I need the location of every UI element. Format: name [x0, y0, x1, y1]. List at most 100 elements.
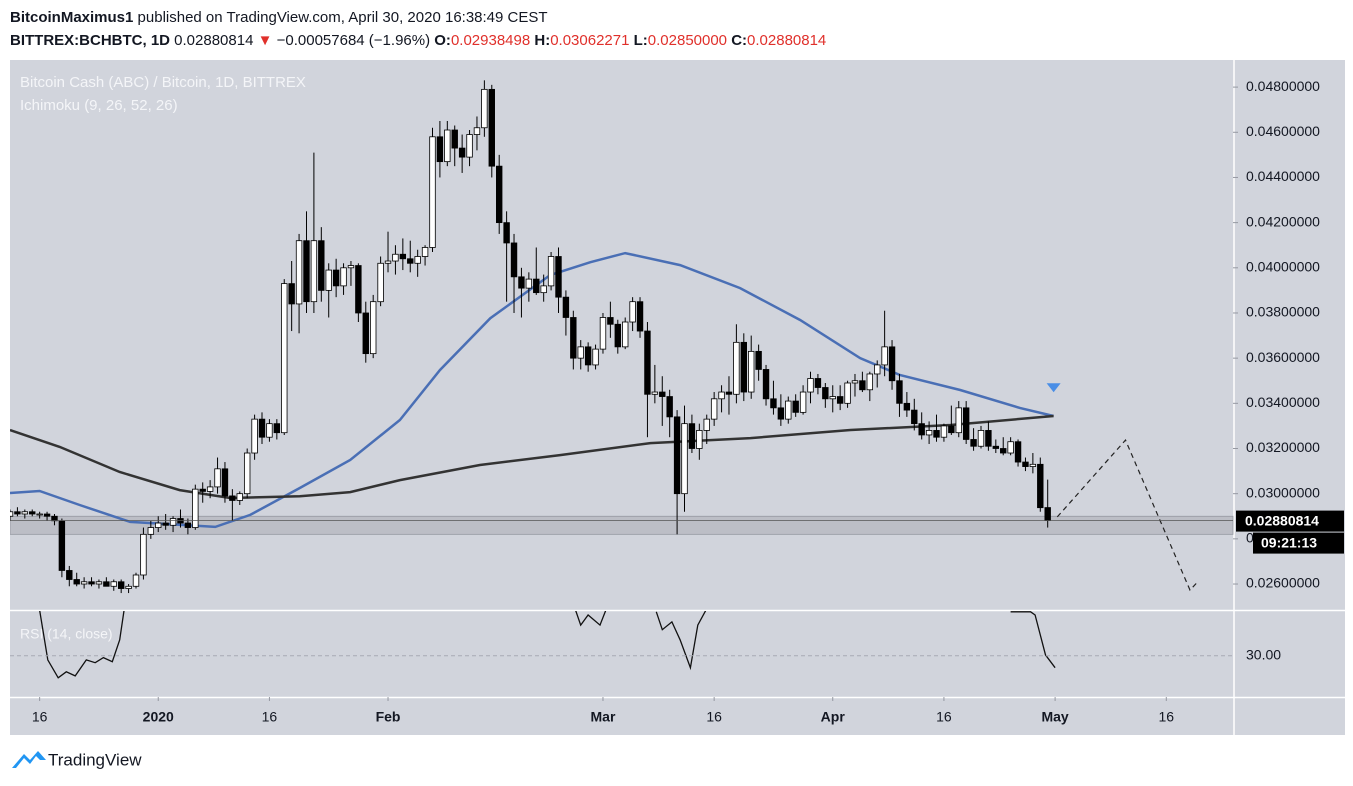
y-tick-label: 0.04600000 — [1246, 123, 1320, 139]
candle-body — [117, 581, 125, 589]
candle-body — [592, 348, 599, 366]
candle-body — [844, 382, 851, 404]
candle-body — [570, 317, 577, 359]
x-tick-label: Apr — [821, 709, 846, 725]
candle-body — [369, 301, 377, 355]
candle-body — [362, 312, 369, 355]
l-label: L: — [633, 32, 648, 49]
candle-body — [206, 486, 214, 492]
candle-body — [140, 533, 147, 576]
candle-body — [792, 400, 799, 413]
y-tick-label: 0.03400000 — [1246, 394, 1320, 410]
candle-body — [429, 136, 436, 248]
candle-body — [911, 409, 918, 425]
candle-body — [948, 425, 955, 434]
indicator-title: Ichimoku (9, 26, 52, 26) — [20, 97, 178, 114]
x-tick-label: 16 — [936, 709, 952, 725]
candle-body — [288, 283, 295, 305]
y-tick-label: 0.03600000 — [1246, 349, 1320, 365]
candle-body — [533, 278, 540, 294]
candle-body — [577, 346, 584, 359]
candle-body — [80, 581, 88, 585]
candle-body — [807, 378, 814, 393]
tradingview-logo: TradingView — [12, 750, 142, 769]
countdown-box — [1253, 532, 1344, 554]
candle-body — [985, 430, 992, 447]
candle-body — [555, 256, 562, 298]
chart-background — [10, 60, 1345, 735]
candle-body — [347, 265, 355, 269]
candle-body — [458, 147, 466, 158]
candle-body — [614, 323, 621, 348]
candle-body — [377, 262, 384, 303]
candle-body — [466, 134, 473, 158]
candle-body — [421, 247, 429, 257]
candle-body — [777, 407, 785, 420]
candle-body — [169, 518, 177, 526]
candle-body — [762, 369, 770, 400]
candle-body — [584, 346, 592, 366]
y-tick-label: 0.04800000 — [1246, 78, 1320, 94]
candle-body — [51, 515, 58, 522]
candle-body — [740, 341, 747, 393]
candle-body — [822, 387, 829, 400]
candle-body — [214, 468, 221, 488]
candle-body — [525, 278, 533, 289]
candle-body — [703, 418, 710, 431]
candle-body — [10, 511, 14, 517]
price-label: 0.02880814 — [1245, 512, 1319, 528]
x-tick-label: 16 — [706, 709, 722, 725]
published: published on TradingView.com, April 30, … — [137, 9, 548, 26]
open: 0.02938498 — [450, 32, 531, 49]
candle-body — [488, 88, 495, 167]
chart-title: Bitcoin Cash (ABC) / Bitcoin, 1D, BITTRE… — [20, 74, 306, 91]
y-tick-label: 0.04200000 — [1246, 213, 1320, 229]
candle-body — [295, 240, 303, 305]
candle-body — [103, 581, 110, 587]
candle-body — [29, 511, 36, 515]
candle-body — [925, 430, 933, 436]
author: BitcoinMaximus1 — [10, 9, 134, 26]
candle-body — [332, 269, 340, 287]
candle-body — [273, 423, 281, 434]
candle-body — [748, 350, 755, 393]
candle-body — [881, 346, 888, 366]
candle-body — [918, 423, 925, 436]
candle-body — [251, 418, 258, 454]
candle-body — [444, 129, 451, 163]
candle-body — [977, 430, 985, 447]
candle-body — [725, 391, 733, 395]
candle-body — [243, 452, 251, 495]
candle-body — [933, 430, 940, 438]
header: BitcoinMaximus1 published on TradingView… — [10, 6, 826, 52]
candle-body — [147, 527, 155, 535]
low: 0.02850000 — [647, 32, 728, 49]
candle-body — [651, 391, 659, 395]
x-tick-label: 16 — [1159, 709, 1175, 725]
candle-body — [829, 396, 836, 400]
candle-body — [799, 391, 807, 413]
candle-body — [399, 253, 407, 260]
candle-body — [221, 468, 229, 497]
rsi-pane — [39, 611, 1056, 679]
candle-body — [962, 407, 970, 440]
high: 0.03062271 — [550, 32, 630, 49]
candle-body — [436, 136, 444, 163]
candle-body — [874, 364, 881, 375]
candle-body — [851, 380, 859, 384]
candle-body — [66, 570, 73, 580]
candle-body — [733, 341, 740, 395]
y-tick-label: 0.02600000 — [1246, 575, 1320, 591]
candle-body — [73, 579, 80, 585]
candle-body — [718, 391, 725, 400]
candle-body — [1000, 448, 1007, 454]
candle-body — [325, 269, 332, 291]
candle-body — [836, 396, 844, 404]
candle-body — [1037, 463, 1044, 509]
candle-body — [888, 346, 896, 382]
candle-body — [384, 260, 392, 264]
candle-body — [1007, 441, 1014, 454]
candle-body — [1022, 461, 1029, 467]
candle-body — [340, 267, 347, 287]
